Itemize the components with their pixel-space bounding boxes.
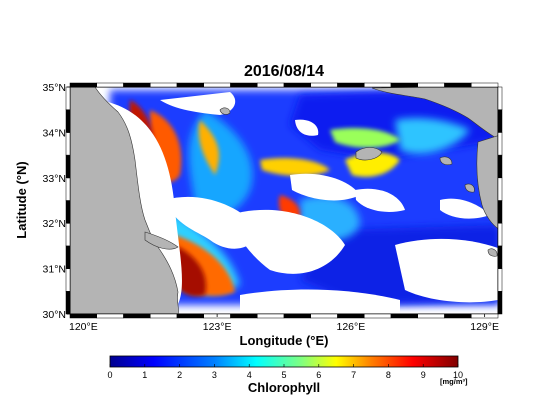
frame-segment <box>65 291 71 315</box>
colorbar: 0 1 2 3 4 5 6 7 8 9 10 Chlorophyll [mg/m³] <box>107 355 468 395</box>
offshore-island <box>464 183 475 193</box>
frame-segment <box>176 82 204 88</box>
frame-segment <box>65 200 71 224</box>
chart-title: 2016/08/14 <box>244 63 324 80</box>
y-tick-label: 31°N <box>43 264 66 276</box>
frame-segment <box>283 313 311 319</box>
x-axis-label: Longitude (°E) <box>240 333 329 348</box>
frame-segment <box>444 82 472 88</box>
yangtze-estuary-island <box>144 231 179 250</box>
frame-segment <box>497 222 503 247</box>
x-axis: 120°E 123°E 126°E 129°E Longitude (°E) <box>69 314 499 348</box>
colorbar-tick-label: 1 <box>142 370 147 380</box>
frame-segment <box>150 313 178 319</box>
frame-segment <box>96 82 124 88</box>
y-tick-label: 30°N <box>43 309 66 321</box>
colorbar-tick-label: 0 <box>107 370 112 380</box>
y-tick-label: 33°N <box>43 173 66 185</box>
frame-segment <box>497 268 503 292</box>
frame-segment <box>123 313 151 319</box>
frame-segment <box>390 313 418 319</box>
colorbar-tick-label: 8 <box>386 370 391 380</box>
colorbar-unit: [mg/m³] <box>440 377 468 386</box>
y-axis-label: Latitude (°N) <box>14 161 29 238</box>
chlorophyll-field <box>110 88 498 305</box>
frame-segment <box>364 82 392 88</box>
frame-segment <box>65 132 71 156</box>
y-tick-labels: 30°N 31°N 32°N 33°N 34°N 35°N <box>43 82 70 321</box>
offshore-island <box>439 156 453 166</box>
korean-peninsula <box>371 87 498 140</box>
frame-segment <box>390 82 418 88</box>
frame-segment <box>123 82 151 88</box>
frame-segment <box>444 313 472 319</box>
frame-segment <box>283 82 311 88</box>
land-areas <box>70 87 498 314</box>
frame-segment <box>65 109 71 133</box>
frame-segment <box>497 109 503 133</box>
frame-segment <box>65 177 71 201</box>
frame-segment <box>65 154 71 179</box>
frame-segment <box>65 268 71 292</box>
frame-segment <box>230 82 258 88</box>
frame-segment <box>364 313 392 319</box>
y-tick-label: 34°N <box>43 127 66 139</box>
colorbar-tick-label: 9 <box>421 370 426 380</box>
frame-segment <box>497 200 503 224</box>
x-tick-label: 129°E <box>470 321 499 333</box>
jeju-island <box>355 147 383 161</box>
y-tick-label: 35°N <box>43 82 66 94</box>
x-tick-labels: 120°E 123°E 126°E 129°E <box>69 314 499 333</box>
frame-segment <box>176 313 204 319</box>
frame-segment <box>497 132 503 156</box>
colorbar-tick-label: 7 <box>351 370 356 380</box>
frame-segment <box>497 245 503 269</box>
x-tick-label: 120°E <box>69 321 98 333</box>
frame-segment <box>497 154 503 179</box>
x-tick-label: 123°E <box>203 321 232 333</box>
frame-segment <box>417 313 445 319</box>
japan-kyushu <box>476 135 498 229</box>
frame-segment <box>471 82 499 88</box>
frame-segment <box>65 86 71 110</box>
frame-segment <box>497 177 503 201</box>
y-axis: 30°N 31°N 32°N 33°N 34°N 35°N Latitude (°N) <box>14 82 70 321</box>
china-mainland <box>70 87 179 314</box>
frame-segment <box>497 291 503 315</box>
colorbar-tick-labels: 0 1 2 3 4 5 6 7 8 9 10 <box>107 364 463 380</box>
map-panel <box>70 87 498 314</box>
colorbar-tick-label: 2 <box>177 370 182 380</box>
offshore-island <box>487 248 498 257</box>
colorbar-tick-label: 10 <box>453 370 463 380</box>
y-tick-label: 32°N <box>43 218 66 230</box>
frame-segment <box>310 313 338 319</box>
frame-segment <box>257 82 285 88</box>
colorbar-tick-label: 3 <box>212 370 217 380</box>
x-tick-label: 126°E <box>337 321 366 333</box>
frame-segment <box>150 82 178 88</box>
colorbar-tick-label: 4 <box>247 370 252 380</box>
frame-segment <box>96 313 124 319</box>
frame-segment <box>417 82 445 88</box>
colorbar-tick-label: 6 <box>316 370 321 380</box>
frame-segment <box>497 86 503 110</box>
offshore-island <box>219 107 231 115</box>
frame-segment <box>230 313 258 319</box>
frame-segment <box>310 82 338 88</box>
frame-segment <box>257 313 285 319</box>
frame-segment <box>203 82 231 88</box>
colorbar-label: Chlorophyll <box>248 380 320 395</box>
frame-segment <box>65 222 71 247</box>
colorbar-tick-label: 5 <box>281 370 286 380</box>
frame-segment <box>69 82 97 88</box>
frame-segment <box>65 245 71 269</box>
frame-segment <box>337 82 365 88</box>
